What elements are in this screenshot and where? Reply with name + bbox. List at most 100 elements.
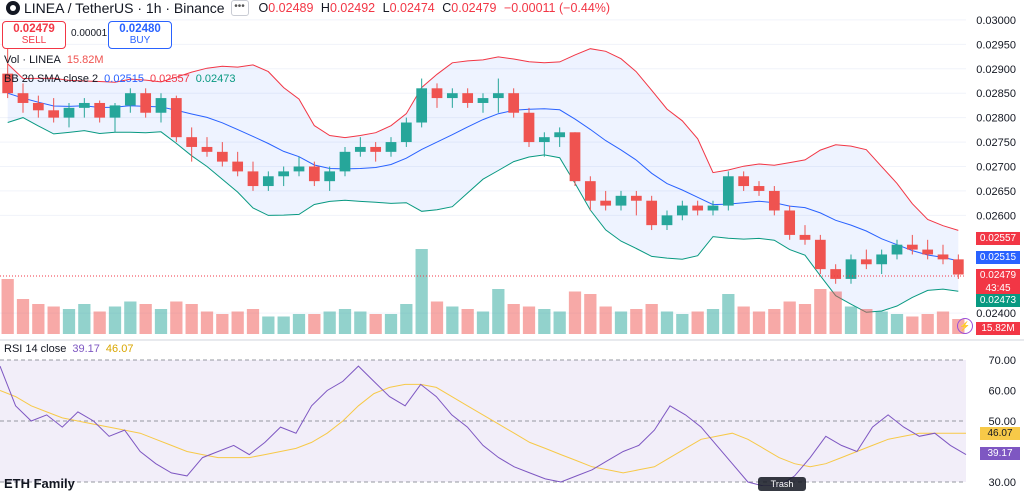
candle-body: [845, 259, 857, 279]
last-price-tag: 0.02479 43:45: [976, 269, 1020, 295]
candle-body: [339, 151, 351, 172]
volume-bar: [568, 291, 582, 334]
ohlc-readout: O0.02489 H0.02492 L0.02474 C0.02479 −0.0…: [255, 1, 611, 15]
volume-bar: [93, 311, 106, 334]
candle-body: [186, 137, 198, 147]
candle-body: [262, 176, 274, 187]
volume-bar: [906, 316, 919, 334]
price-axis-label: 0.03000: [976, 15, 1016, 27]
volume-bar: [875, 311, 888, 334]
bollinger-upper-line: [7, 48, 959, 231]
volume-bar: [553, 311, 566, 334]
candle-body: [48, 110, 60, 118]
price-axis-label: 0.02900: [976, 64, 1016, 76]
candle-body: [324, 171, 336, 182]
candle-body: [462, 93, 474, 103]
candle-body: [784, 210, 796, 235]
candle-body: [78, 102, 90, 108]
volume-bar: [200, 311, 214, 334]
bb-lower-tag: 0.02473: [976, 294, 1020, 307]
candle-body: [477, 98, 489, 103]
candle-body: [952, 259, 964, 275]
rsi-axis-label: 60.00: [988, 386, 1016, 398]
volume-bar: [384, 314, 398, 334]
candle-body: [554, 132, 566, 138]
change-value: −0.00011 (−0.44%): [503, 1, 611, 15]
bollinger-lower-line: [7, 117, 959, 313]
price-axis-label: 0.02650: [976, 186, 1016, 198]
volume-bar: [139, 304, 152, 334]
price-axis-label: 0.02750: [976, 137, 1016, 149]
candle-body: [308, 166, 320, 182]
price-axis-label: 0.02400: [976, 308, 1016, 320]
volume-bar: [430, 301, 444, 334]
volume-bar: [354, 311, 367, 334]
open-value: 0.02489: [268, 1, 314, 15]
candle-body: [492, 93, 504, 99]
trash-tooltip[interactable]: Trash: [758, 477, 806, 491]
buy-button[interactable]: 0.02480 BUY: [108, 21, 172, 49]
bb-basis-tag: 0.02515: [976, 251, 1020, 264]
candle-body: [799, 234, 811, 240]
volume-bar: [691, 311, 704, 334]
volume-bar: [185, 304, 198, 334]
rsi-ma-line: [0, 383, 966, 474]
more-dots-icon[interactable]: •••: [230, 0, 249, 16]
volume-bar: [292, 314, 306, 334]
volume-bar: [798, 304, 812, 334]
linea-logo-icon: [6, 1, 20, 15]
volume-bar: [170, 301, 183, 334]
bollinger-upper-value: 0.02557: [149, 73, 190, 85]
candle-body: [860, 259, 872, 265]
symbol-title[interactable]: LINEA / TetherUS · 1h · Binance: [24, 0, 225, 16]
candle-body: [676, 205, 688, 216]
last-price-value: 0.02479: [979, 270, 1017, 281]
candle-body: [891, 244, 903, 255]
low-label: L: [382, 1, 390, 15]
volume-bar: [599, 306, 612, 334]
volume-bar: [400, 304, 413, 334]
rsi-legend[interactable]: RSI 14 close 39.17 46.07: [4, 343, 139, 355]
volume-bar: [461, 309, 474, 334]
volume-bar: [936, 311, 950, 334]
volume-bar: [338, 309, 352, 334]
rsi-ma-tag: 46.07: [980, 427, 1020, 440]
volume-bar: [676, 314, 689, 334]
volume-bar: [706, 309, 720, 334]
volume-bar: [645, 304, 658, 334]
volume-legend-value: 15.82M: [66, 54, 104, 66]
price-axis[interactable]: 0.03000 0.02950 0.02900 0.02850 0.02800 0.027…: [976, 15, 1016, 320]
price-axis-label: 0.02850: [976, 88, 1016, 100]
rsi-axis-label: 30.00: [988, 477, 1016, 486]
bollinger-legend[interactable]: BB 20 SMA close 2 0.02515 0.02557 0.02473: [4, 73, 241, 85]
volume-bar: [783, 301, 796, 334]
rsi-legend-value: 39.17: [72, 343, 100, 355]
candle-body: [109, 105, 121, 118]
open-label: O: [258, 1, 269, 15]
lightning-icon[interactable]: ⚡: [957, 318, 973, 334]
volume-bar: [277, 316, 290, 334]
sell-button[interactable]: 0.02479 SELL: [2, 21, 66, 49]
volume-legend[interactable]: Vol · LINEA 15.82M: [4, 54, 110, 66]
rsi-tag: 39.17: [980, 447, 1020, 460]
candle-body: [508, 93, 520, 113]
volume-bar: [154, 309, 168, 334]
volume-bar: [814, 289, 827, 334]
candle-body: [661, 215, 673, 226]
volume-bar: [507, 304, 520, 334]
bar-countdown: 43:45: [985, 283, 1011, 294]
volume-bar: [78, 304, 91, 334]
candle-body: [768, 190, 780, 211]
rsi-axis-label: 70.00: [988, 355, 1016, 367]
volume-bar: [860, 309, 873, 334]
candle-body: [416, 88, 428, 123]
bottom-label: ETH Family: [4, 476, 75, 491]
candle-body: [216, 151, 228, 162]
volume-bar: [231, 311, 244, 334]
high-value: 0.02492: [329, 1, 376, 15]
candle-body: [707, 205, 719, 211]
volume-bar: [844, 306, 858, 334]
volume-bar: [124, 301, 137, 334]
volume-bar: [630, 309, 643, 334]
